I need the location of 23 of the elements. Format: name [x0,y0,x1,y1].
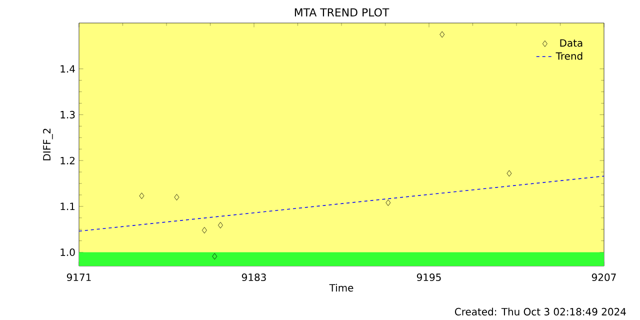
y-axis-title: DIFF_2 [43,128,53,160]
legend-label: Trend [556,52,582,60]
point [440,31,445,38]
point [212,253,218,260]
x-tick-label: 9207 [592,274,616,282]
x-tick-label: 9183 [242,274,266,282]
y-tick-label: 1.0 [60,248,75,256]
point [218,222,223,228]
y-tick-label: 1.3 [60,110,75,118]
y-tick-label: 1.2 [60,156,74,164]
point [386,200,391,206]
legend-label: Data [560,39,582,47]
point [139,192,144,200]
point [506,170,512,177]
y-tick-label: 1.4 [60,65,75,72]
x-tick-label: 9171 [66,274,91,282]
point [202,227,207,234]
x-axis-title: Time [329,284,354,292]
point [174,194,180,200]
y-tick-label: 1.1 [60,202,75,210]
x-tick-label: 9195 [416,274,441,282]
text: Created: Thu Oct 3 02:18:49 2024 [455,308,626,316]
chart-title: MTA TREND PLOT [294,8,390,17]
